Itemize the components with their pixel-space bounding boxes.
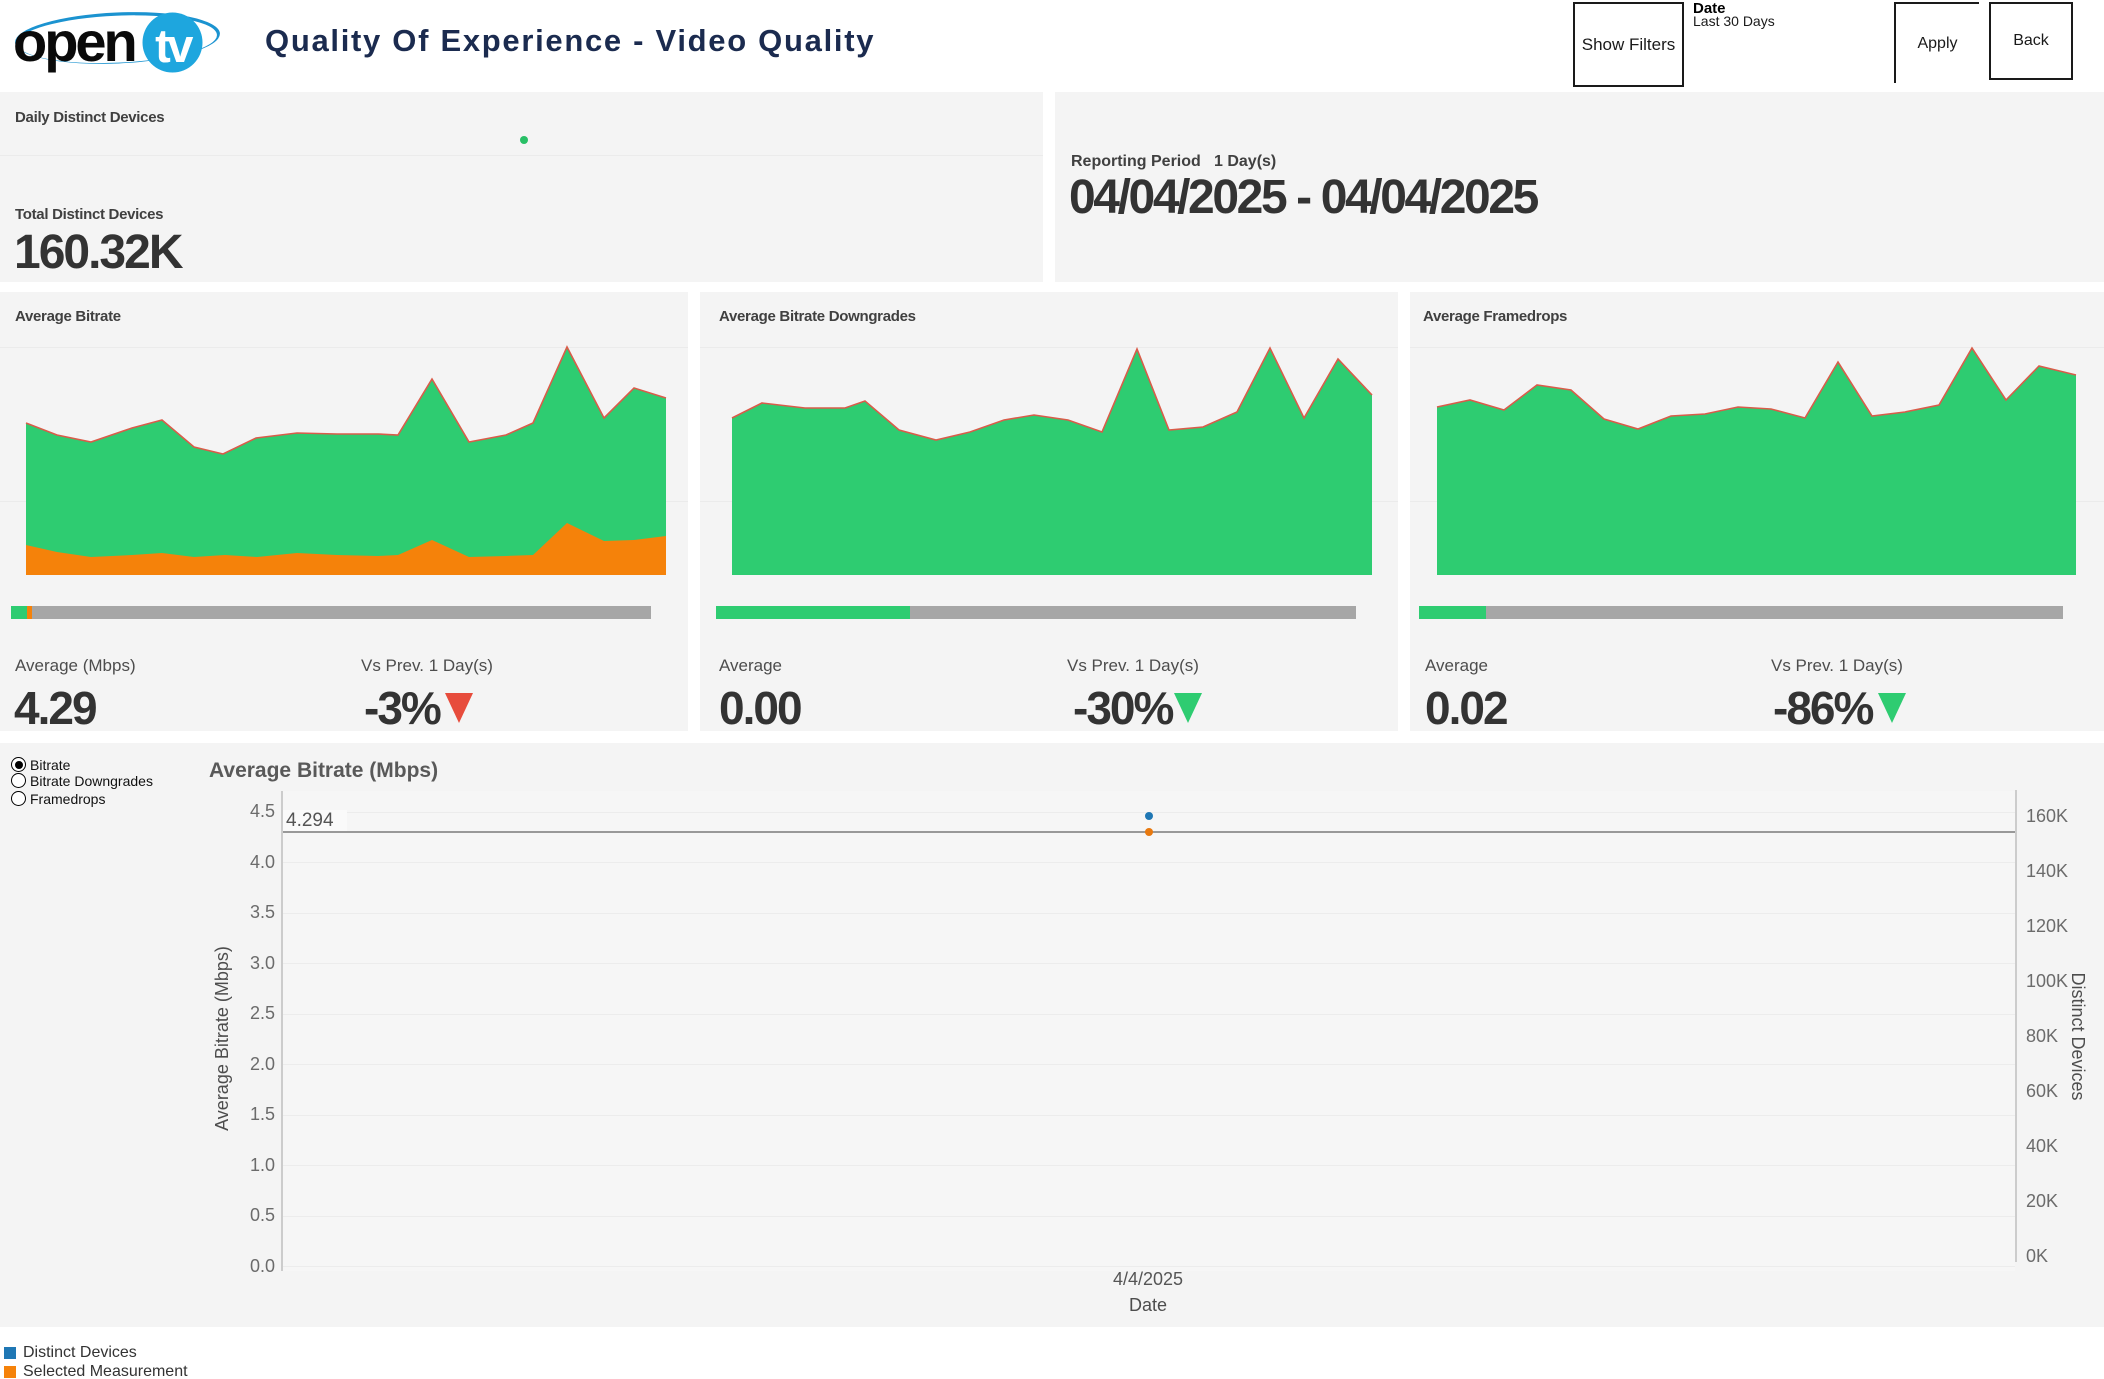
- svg-text:tv: tv: [155, 19, 193, 72]
- svg-text:open: open: [13, 10, 135, 73]
